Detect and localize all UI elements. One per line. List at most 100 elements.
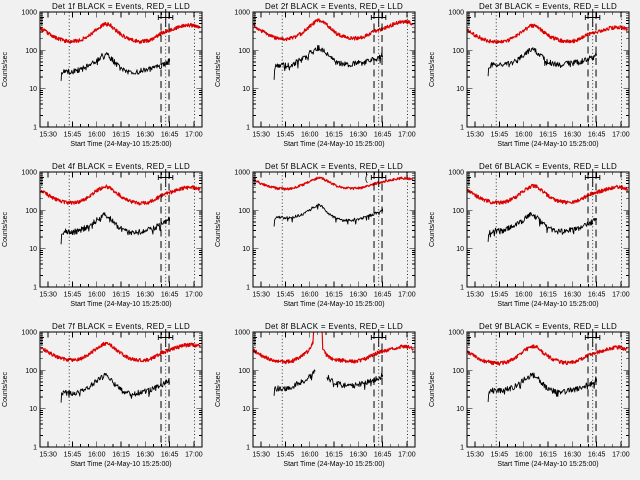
x-axis-label: Start Time (24-May-10 15:25:00) <box>497 301 598 308</box>
x-tick-label: 15:45 <box>277 452 295 459</box>
y-tick-label: 100 <box>25 368 37 375</box>
flare-interval-marker <box>253 169 387 187</box>
x-tick-label: 16:00 <box>88 452 106 459</box>
y-tick-label: 1000 <box>448 10 464 17</box>
x-tick-label: 16:00 <box>88 132 106 139</box>
y-tick-label: 10 <box>29 86 37 93</box>
series-events <box>60 212 171 245</box>
flare-interval-marker <box>40 329 174 347</box>
x-tick-label: 16:45 <box>161 452 179 459</box>
x-tick-label: 17:00 <box>398 452 416 459</box>
x-tick-label: 17:00 <box>612 292 630 299</box>
panel-title: Det 4f BLACK = Events, RED = LLD <box>52 162 190 171</box>
y-axis-label: Counts/sec <box>429 51 436 87</box>
series-lld <box>40 184 201 206</box>
series-events <box>60 52 171 81</box>
x-tick-label: 16:30 <box>563 292 581 299</box>
x-tick-label: 16:15 <box>326 292 344 299</box>
y-tick-label: 10 <box>456 246 464 253</box>
panel-title: Det 2f BLACK = Events, RED = LLD <box>265 2 403 11</box>
panel-det-6f: Det 6f BLACK = Events, RED = LLD 1 10 100 10… <box>429 162 630 308</box>
x-axis-label: Start Time (24-May-10 15:25:00) <box>284 301 385 308</box>
panel-title: Det 3f BLACK = Events, RED = LLD <box>479 2 617 11</box>
x-tick-label: 16:30 <box>563 132 581 139</box>
series-lld <box>253 176 415 191</box>
series-lld <box>466 344 628 366</box>
x-tick-label: 16:30 <box>350 452 368 459</box>
y-tick-label: 10 <box>456 406 464 413</box>
x-tick-label: 17:00 <box>185 132 203 139</box>
x-axis-label: Start Time (24-May-10 15:25:00) <box>497 141 598 148</box>
x-tick-label: 16:30 <box>137 452 155 459</box>
x-tick-label: 16:30 <box>137 132 155 139</box>
x-tick-label: 15:45 <box>64 292 82 299</box>
x-tick-label: 16:45 <box>374 452 392 459</box>
axes-frame <box>252 11 416 128</box>
y-tick-label: 100 <box>239 208 251 215</box>
x-tick-label: 15:45 <box>64 452 82 459</box>
x-tick-label: 16:45 <box>374 132 392 139</box>
flare-interval-marker <box>40 9 174 27</box>
y-tick-label: 1000 <box>21 330 37 337</box>
x-tick-label: 16:00 <box>88 292 106 299</box>
flare-interval-marker <box>466 329 600 347</box>
panel-title: Det 5f BLACK = Events, RED = LLD <box>265 162 403 171</box>
y-tick-label: 1 <box>246 445 250 452</box>
x-tick-label: 15:30 <box>253 292 271 299</box>
x-axis-label: Start Time (24-May-10 15:25:00) <box>70 301 171 308</box>
panel-cell-4: Det 4f BLACK = Events, RED = LLD 1 10 100 10… <box>0 160 213 320</box>
axis-ticks <box>39 331 203 448</box>
y-tick-label: 10 <box>29 246 37 253</box>
y-tick-label: 100 <box>25 208 37 215</box>
axis-ticks <box>39 171 203 288</box>
x-tick-label: 16:30 <box>563 452 581 459</box>
panel-cell-3: Det 3f BLACK = Events, RED = LLD 1 10 100 10… <box>427 0 640 160</box>
panel-cell-9: Det 9f BLACK = Events, RED = LLD 1 10 100 10… <box>427 320 640 480</box>
panel-cell-1: Det 1f BLACK = Events, RED = LLD 1 10 100 10… <box>0 0 213 160</box>
x-axis-label: Start Time (24-May-10 15:25:00) <box>284 461 385 468</box>
series-lld <box>253 18 414 42</box>
y-tick-label: 100 <box>452 208 464 215</box>
x-tick-label: 15:30 <box>39 292 57 299</box>
x-tick-label: 15:30 <box>253 132 271 139</box>
y-axis-label: Counts/sec <box>2 51 9 87</box>
x-tick-label: 16:00 <box>515 132 533 139</box>
panel-cell-8: Det 8f BLACK = Events, RED = LLD 1 10 100 10… <box>213 320 426 480</box>
series-lld <box>40 341 201 363</box>
y-axis-label: Counts/sec <box>215 371 222 407</box>
y-tick-label: 1 <box>460 445 464 452</box>
x-tick-label: 15:30 <box>39 132 57 139</box>
x-tick-label: 15:45 <box>277 292 295 299</box>
x-tick-label: 16:30 <box>350 292 368 299</box>
y-axis-label: Counts/sec <box>215 51 222 87</box>
x-tick-label: 17:00 <box>612 452 630 459</box>
axis-ticks <box>39 11 203 128</box>
y-tick-label: 1 <box>33 285 37 292</box>
panel-cell-2: Det 2f BLACK = Events, RED = LLD 1 10 100 10… <box>213 0 426 160</box>
x-tick-label: 15:45 <box>490 292 508 299</box>
x-tick-label: 16:00 <box>301 292 319 299</box>
x-tick-label: 16:30 <box>137 292 155 299</box>
panel-det-8f: Det 8f BLACK = Events, RED = LLD 1 10 100 10… <box>215 322 416 468</box>
y-axis-label: Counts/sec <box>215 211 222 247</box>
x-axis-label: Start Time (24-May-10 15:25:00) <box>70 141 171 148</box>
y-tick-label: 1 <box>460 125 464 132</box>
x-tick-label: 15:45 <box>490 132 508 139</box>
y-axis-label: Counts/sec <box>2 211 9 247</box>
series-events <box>273 44 384 80</box>
x-tick-label: 17:00 <box>612 132 630 139</box>
panel-det-2f: Det 2f BLACK = Events, RED = LLD 1 10 100 10… <box>215 2 416 148</box>
x-tick-label: 17:00 <box>398 132 416 139</box>
y-tick-label: 1 <box>246 285 250 292</box>
y-tick-label: 1 <box>33 125 37 132</box>
flare-interval-marker <box>253 329 387 347</box>
y-axis-label: Counts/sec <box>429 211 436 247</box>
flare-interval-marker <box>466 169 600 187</box>
x-tick-label: 16:30 <box>350 132 368 139</box>
series-events <box>326 372 384 390</box>
x-tick-label: 16:45 <box>374 292 392 299</box>
y-tick-label: 1000 <box>235 10 251 17</box>
panel-cell-5: (Det 5f BLACK = Events, RED = LLD 1 10 100 1… <box>213 160 426 320</box>
series-lld <box>253 332 415 365</box>
x-tick-label: 16:45 <box>161 132 179 139</box>
